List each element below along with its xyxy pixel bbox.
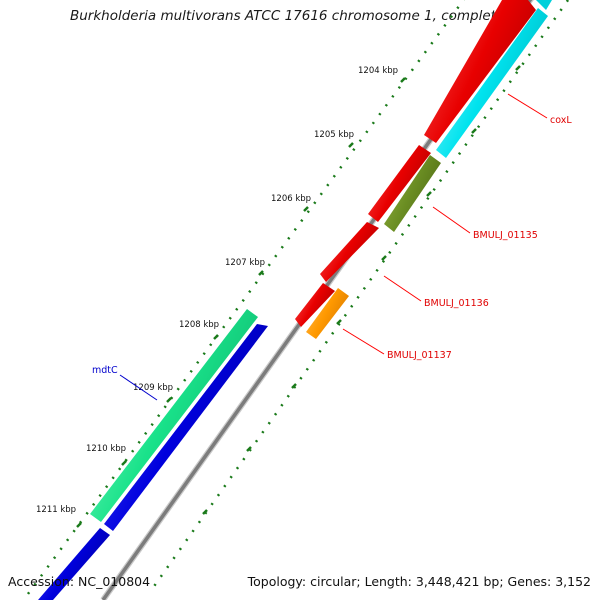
tick-label: 1209 kbp (133, 383, 173, 393)
major-tick-marks (76, 65, 521, 528)
feature-red-4[interactable] (295, 283, 335, 327)
tick-label: 1206 kbp (271, 194, 311, 204)
gene-label-coxL[interactable]: coxL (550, 115, 572, 126)
feature-red-3[interactable] (320, 222, 379, 282)
feature-blue-2[interactable] (38, 528, 110, 600)
outer-tick-ring (23, 0, 466, 599)
tick-label: 1205 kbp (314, 130, 354, 140)
feature-mdtC-mint[interactable] (90, 309, 258, 522)
label-connectors (119, 93, 548, 401)
feature-blue-1[interactable] (104, 324, 268, 531)
tick-labels: 1204 kbp 1205 kbp 1206 kbp 1207 kbp 1208… (36, 66, 398, 515)
summary-text: Topology: circular; Length: 3,448,421 bp… (247, 574, 591, 589)
inner-tick-ring (148, 0, 570, 593)
feature-white-sliver (40, 519, 96, 593)
gene-label-BMULJ_01137[interactable]: BMULJ_01137 (387, 350, 452, 361)
tick-label: 1207 kbp (225, 258, 265, 268)
gene-label-BMULJ_01135[interactable]: BMULJ_01135 (473, 230, 538, 241)
feature-BMULJ_01137[interactable] (306, 288, 349, 339)
map-title: Burkholderia multivorans ATCC 17616 chro… (69, 8, 531, 24)
feature-coxL-red[interactable] (424, 0, 536, 143)
feature-coxL-cyan[interactable] (436, 0, 552, 158)
gene-label-mdtC[interactable]: mdtC (92, 365, 118, 376)
feature-BMULJ_01135[interactable] (384, 155, 441, 232)
tick-label: 1208 kbp (179, 320, 219, 330)
accession-text: Accession: NC_010804 (8, 574, 151, 589)
tick-label: 1204 kbp (358, 66, 398, 76)
gene-labels: coxL BMULJ_01135 BMULJ_01136 BMULJ_01137… (92, 115, 572, 376)
tick-label: 1210 kbp (86, 444, 126, 454)
tick-label: 1211 kbp (36, 505, 76, 515)
gene-label-BMULJ_01136[interactable]: BMULJ_01136 (424, 298, 489, 309)
feature-red-2[interactable] (368, 145, 431, 222)
